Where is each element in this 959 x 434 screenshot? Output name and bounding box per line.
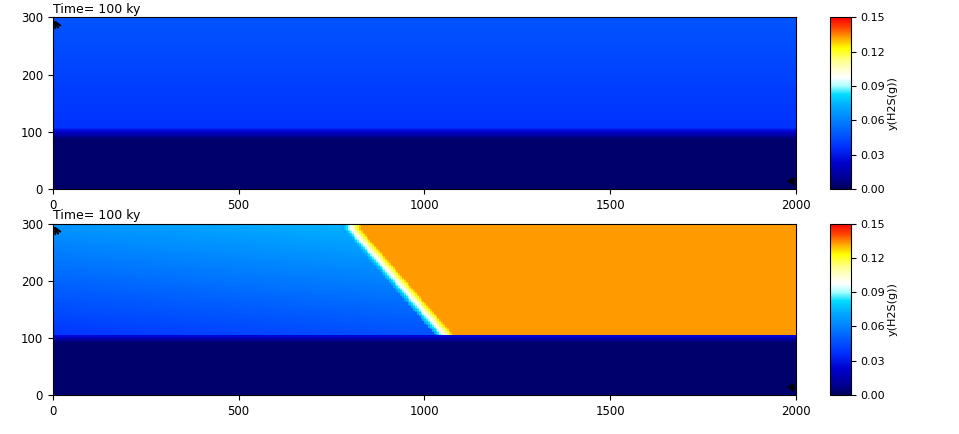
Text: Time= 100 ky: Time= 100 ky	[53, 3, 140, 16]
Text: Time= 100 ky: Time= 100 ky	[53, 209, 140, 222]
Y-axis label: y(H2S(g)): y(H2S(g))	[888, 76, 898, 130]
Y-axis label: y(H2S(g)): y(H2S(g))	[888, 282, 898, 336]
